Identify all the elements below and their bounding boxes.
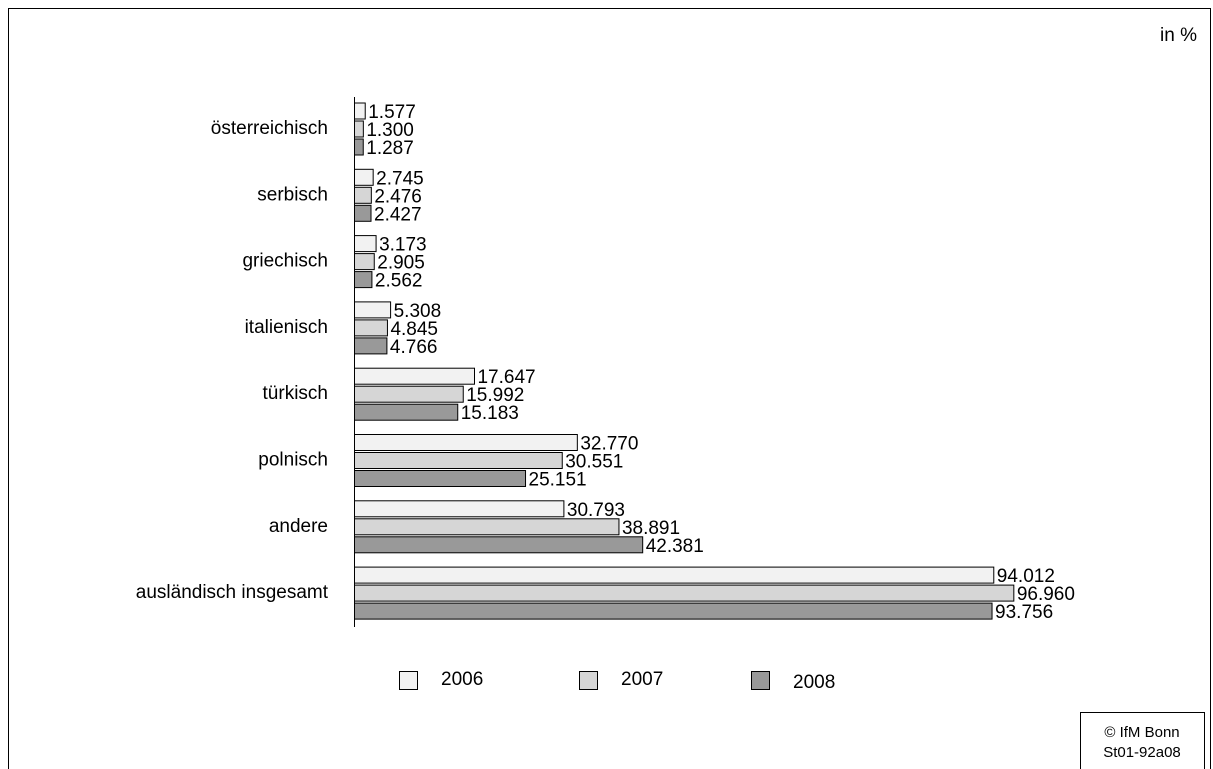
value-label: 25.151 [529,470,587,491]
bar [354,204,372,222]
value-label: 1.300 [366,120,414,141]
bar [354,452,563,469]
value-label: 2.905 [377,253,425,274]
legend-label: 2008 [793,672,835,693]
bar [354,367,475,385]
note-box [1080,712,1205,769]
value-label: 2.476 [374,186,422,207]
value-label: 2.745 [376,168,424,189]
value-label: 94.012 [997,566,1055,587]
value-label: 17.647 [477,367,535,388]
bar [354,403,459,421]
value-label: 1.577 [368,102,416,123]
value-label: 2.427 [374,204,422,225]
bar [354,385,464,403]
value-label: 1.287 [366,138,414,159]
bar [354,337,388,355]
legend-swatch [399,671,418,690]
bar [354,253,375,271]
bar [354,235,377,253]
category-label: polnisch [258,450,328,471]
category-label: ausländisch insgesamt [136,582,329,603]
value-label: 15.992 [466,385,524,406]
unit-label: in % [1160,25,1197,46]
value-label: 4.845 [390,319,438,340]
bar [354,470,527,487]
bar [354,301,392,319]
bar [354,102,366,120]
category-label: serbisch [257,184,328,205]
value-label: 5.308 [394,301,442,322]
bar [354,120,364,138]
value-label: 42.381 [646,536,704,557]
legend-label: 2007 [621,669,663,690]
bar [354,168,374,186]
bar [354,186,372,204]
frame [8,8,1211,769]
bar [354,319,388,337]
bar [354,566,995,584]
bar [354,518,620,536]
bar [354,434,578,451]
bar [354,536,644,554]
note: St01-92a08 [1103,744,1181,761]
category-label: türkisch [263,383,328,404]
value-label: 38.891 [622,518,680,539]
note: © IfM Bonn [1104,724,1179,741]
value-label: 30.551 [565,452,623,473]
value-label: 3.173 [379,235,427,256]
category-label: österreichisch [211,118,328,139]
category-label: italienisch [245,317,328,338]
bar [354,584,1015,602]
category-label: griechisch [242,251,328,272]
value-label: 93.756 [995,602,1053,623]
legend-swatch [579,671,598,690]
bar [354,138,364,156]
legend-label: 2006 [441,669,483,690]
category-label: andere [269,516,328,537]
value-label: 96.960 [1017,584,1075,605]
value-label: 32.770 [580,434,638,455]
legend-swatch [751,671,770,690]
bar [354,602,993,620]
bar [354,271,373,289]
value-label: 4.766 [390,337,438,358]
value-label: 2.562 [375,271,423,292]
value-label: 30.793 [567,500,625,521]
bar [354,500,565,518]
value-label: 15.183 [461,403,519,424]
